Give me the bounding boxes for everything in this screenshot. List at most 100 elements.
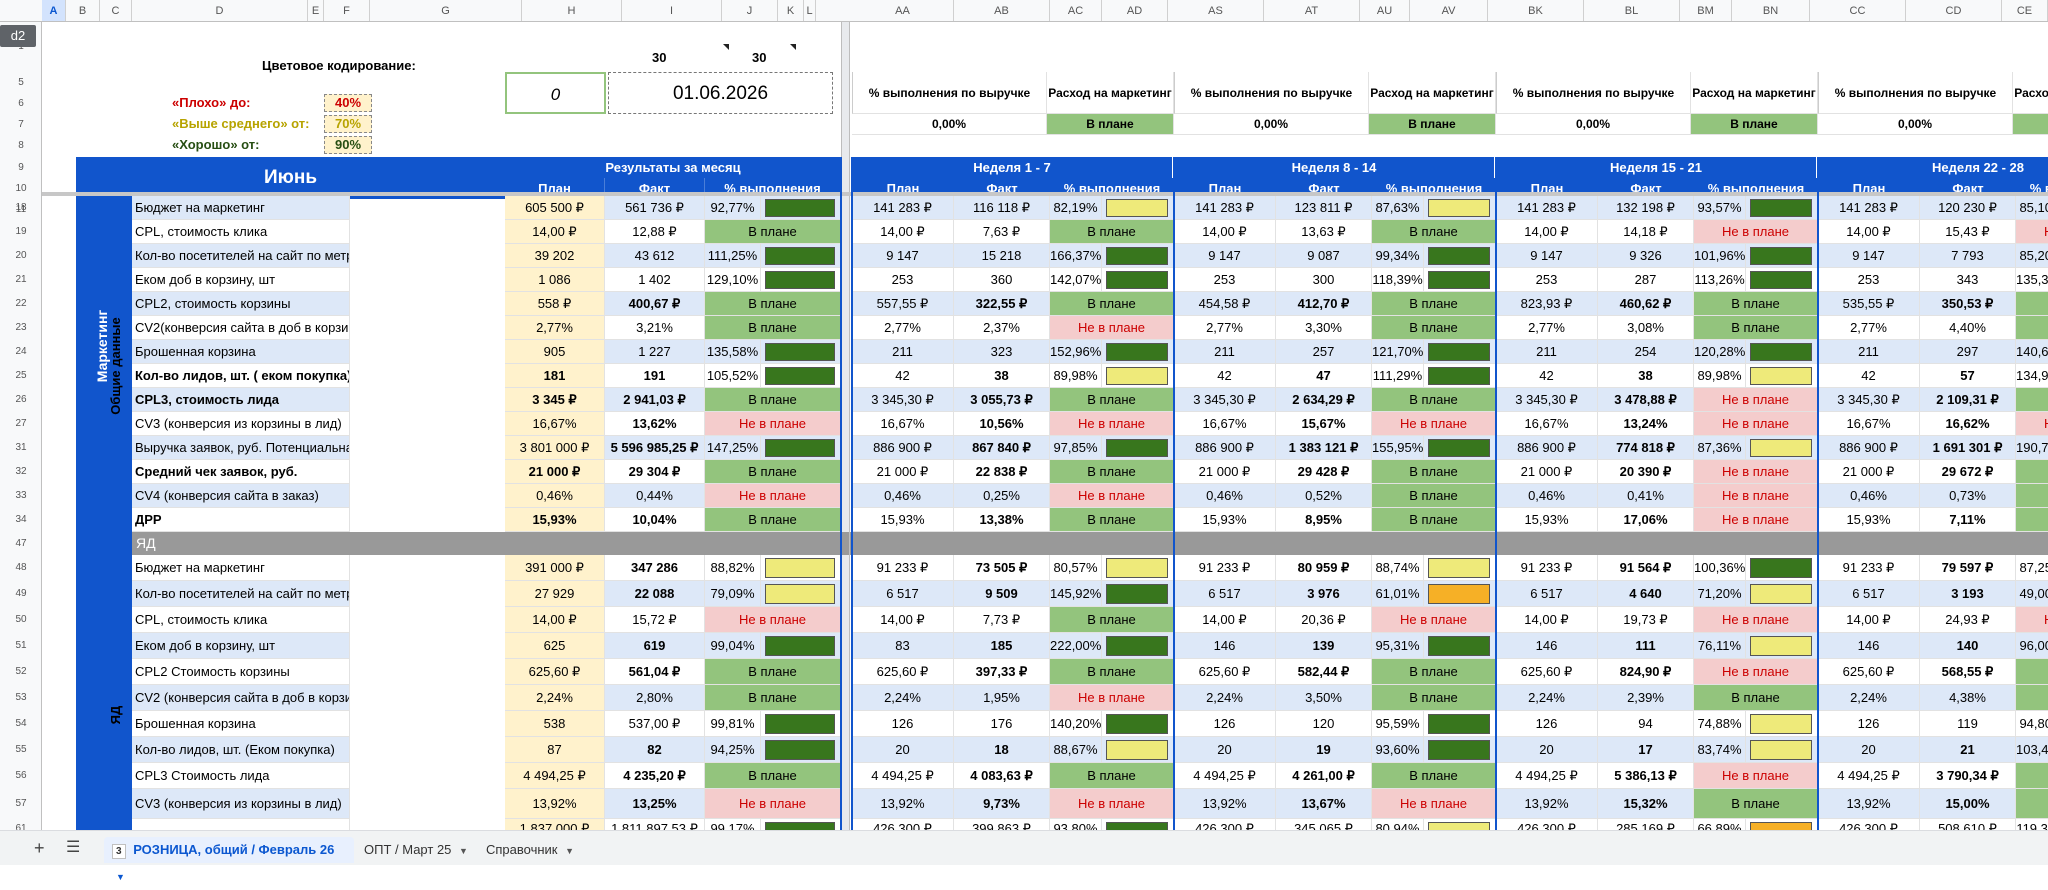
- add-sheet-icon[interactable]: +: [34, 838, 45, 858]
- progress-indicator: [1750, 343, 1812, 361]
- all-sheets-menu-icon[interactable]: ☰: [66, 839, 81, 856]
- row-header[interactable]: 51: [15, 640, 27, 651]
- row-header[interactable]: 7: [18, 119, 24, 130]
- column-header-i[interactable]: I: [622, 0, 722, 21]
- column-header-h[interactable]: H: [522, 0, 622, 21]
- week-pct-value: 88,67%: [1050, 737, 1102, 763]
- row-header[interactable]: 10: [15, 183, 27, 194]
- column-header-b[interactable]: B: [66, 0, 100, 21]
- row-header[interactable]: 22: [15, 298, 27, 309]
- week-fact-value: 867 840 ₽: [954, 436, 1050, 460]
- row-header[interactable]: 49: [15, 588, 27, 599]
- row-header[interactable]: 24: [15, 346, 27, 357]
- column-header-au[interactable]: AU: [1360, 0, 1410, 21]
- status-cell: В плане: [1050, 659, 1174, 685]
- row-header[interactable]: 8: [18, 140, 24, 151]
- column-header-e[interactable]: E: [308, 0, 324, 21]
- column-header-g[interactable]: G: [370, 0, 522, 21]
- week-fact-value: 15,43 ₽: [1920, 220, 2016, 244]
- week-pct-value: 83,74%: [1694, 737, 1746, 763]
- column-header-bn[interactable]: BN: [1732, 0, 1810, 21]
- metric-label: ДРР: [132, 508, 350, 532]
- column-header-as[interactable]: AS: [1168, 0, 1264, 21]
- week-fact-value: 47: [1276, 364, 1372, 388]
- frozen-row-divider[interactable]: [42, 192, 2048, 196]
- column-header-l[interactable]: L: [804, 0, 816, 21]
- column-header-ad[interactable]: AD: [1102, 0, 1168, 21]
- row-header[interactable]: 23: [15, 322, 27, 333]
- column-header-aa[interactable]: AA: [852, 0, 954, 21]
- week-plan-value: 21 000 ₽: [852, 460, 954, 484]
- plan-value: 16,67%: [505, 412, 605, 436]
- row-header[interactable]: 33: [15, 490, 27, 501]
- row-header[interactable]: 56: [15, 770, 27, 781]
- week-marketing-label: Расход на маркетинг: [1369, 72, 1496, 114]
- plan-value: 558 ₽: [505, 292, 605, 316]
- start-value-field[interactable]: 0: [505, 72, 606, 114]
- sheet-tab-active[interactable]: 3 РОЗНИЦА, общий / Февраль 26 ▼: [104, 837, 354, 882]
- column-header-cc[interactable]: CC: [1810, 0, 1906, 21]
- row-header[interactable]: 11: [15, 204, 27, 215]
- row-header[interactable]: 9: [18, 162, 24, 173]
- column-header-bk[interactable]: BK: [1488, 0, 1584, 21]
- row-header[interactable]: 48: [15, 562, 27, 573]
- row-header[interactable]: 34: [15, 514, 27, 525]
- plan-value: 4 494,25 ₽: [505, 763, 605, 789]
- week-header: Неделя 15 - 21: [1496, 157, 1818, 178]
- column-header-bl[interactable]: BL: [1584, 0, 1680, 21]
- column-header-at[interactable]: AT: [1264, 0, 1360, 21]
- chevron-down-icon: ▼: [565, 846, 575, 856]
- column-header-c[interactable]: C: [100, 0, 132, 21]
- column-header-ab[interactable]: AB: [954, 0, 1050, 21]
- week-fact-value: 10,56%: [954, 412, 1050, 436]
- chevron-down-icon: ▼: [116, 872, 125, 882]
- row-header[interactable]: 57: [15, 798, 27, 809]
- column-header-a[interactable]: A: [42, 0, 66, 21]
- row-header[interactable]: 53: [15, 692, 27, 703]
- sheet-tab-reference[interactable]: Справочник ▼: [478, 837, 582, 863]
- frozen-column-divider[interactable]: [841, 532, 850, 555]
- row-header[interactable]: 61: [15, 823, 27, 830]
- row-header[interactable]: 55: [15, 744, 27, 755]
- row-header[interactable]: 6: [18, 98, 24, 109]
- week-pct-value: 82,19%: [1050, 196, 1102, 220]
- column-header-d[interactable]: D: [132, 0, 308, 21]
- row-header[interactable]: 50: [15, 614, 27, 625]
- column-header-av[interactable]: AV: [1410, 0, 1488, 21]
- row-header[interactable]: 20: [15, 250, 27, 261]
- frozen-column-divider[interactable]: [841, 22, 850, 830]
- row-header[interactable]: 26: [15, 394, 27, 405]
- column-header-cd[interactable]: CD: [1906, 0, 2002, 21]
- column-header-bm[interactable]: BM: [1680, 0, 1732, 21]
- week-plan-value: 4 494,25 ₽: [1174, 763, 1276, 789]
- week-fact-value: 9 509: [954, 581, 1050, 607]
- column-header-k[interactable]: K: [778, 0, 804, 21]
- date-field[interactable]: 01.06.2026: [608, 72, 833, 114]
- week-fact-value: 2 634,29 ₽: [1276, 388, 1372, 412]
- row-header[interactable]: 32: [15, 466, 27, 477]
- column-header-ce[interactable]: CE: [2002, 0, 2048, 21]
- row-header[interactable]: 27: [15, 418, 27, 429]
- week-plan-value: 535,55 ₽: [1818, 292, 1920, 316]
- column-header-ac[interactable]: AC: [1050, 0, 1102, 21]
- column-header-j[interactable]: J: [722, 0, 778, 21]
- row-header[interactable]: 52: [15, 666, 27, 677]
- name-box[interactable]: d2: [0, 25, 36, 47]
- row-header[interactable]: 54: [15, 718, 27, 729]
- row-header[interactable]: 47: [15, 538, 27, 549]
- row-header[interactable]: 19: [15, 226, 27, 237]
- yd-band-label: ЯД: [136, 535, 156, 551]
- row-header[interactable]: 31: [15, 442, 27, 453]
- week-fact-value: 2 109,31 ₽: [1920, 388, 2016, 412]
- row-header[interactable]: 25: [15, 370, 27, 381]
- sheet-tab-opt[interactable]: ОПТ / Март 25 ▼: [356, 837, 476, 863]
- week-border: [1817, 157, 1819, 830]
- progress-indicator: [1750, 740, 1812, 760]
- week-fact-value: 3 193: [1920, 581, 2016, 607]
- row-header[interactable]: 5: [18, 77, 24, 88]
- row-header[interactable]: 21: [15, 274, 27, 285]
- week-pct-value: 103,45%: [2016, 737, 2048, 763]
- week-fact-value: 4 640: [1598, 581, 1694, 607]
- row-header[interactable]: 18: [15, 202, 27, 213]
- column-header-f[interactable]: F: [324, 0, 370, 21]
